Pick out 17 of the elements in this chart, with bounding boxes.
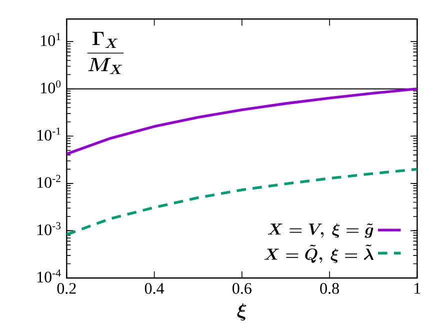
x-tick-label: 1 [414,283,420,294]
line-series [66,88,418,156]
x-tick-label: 0.2 [57,283,76,294]
legend-label: $\boldsymbol{X = V,\ \xi = \tilde{g}}$ [268,223,374,238]
y-tick-label: 10$^{0}$ [41,80,61,94]
y-axis-title: $\frac{\boldsymbol{\Gamma_X}}{\boldsymbol{M_X}}$ [87,32,124,74]
x-tick-label: 0.8 [320,283,339,294]
x-tick-label: 0.6 [232,283,252,294]
y-tick-label: 10$^{1}$ [41,33,60,46]
legend-label: $\boldsymbol{X = \tilde{Q},\ \xi = \tilde{\lambda}}$ [264,244,374,263]
x-axis-title: $\boldsymbol{\xi}$ [237,303,246,321]
line-series [66,168,418,236]
y-tick-label: 10$^{-4}$ [37,269,61,282]
y-tick-label: 10$^{-2}$ [37,174,60,188]
y-tick-label: 10$^{-1}$ [37,128,60,141]
y-tick-label: 10$^{-3}$ [37,222,61,236]
x-tick-label: 0.4 [144,283,164,294]
